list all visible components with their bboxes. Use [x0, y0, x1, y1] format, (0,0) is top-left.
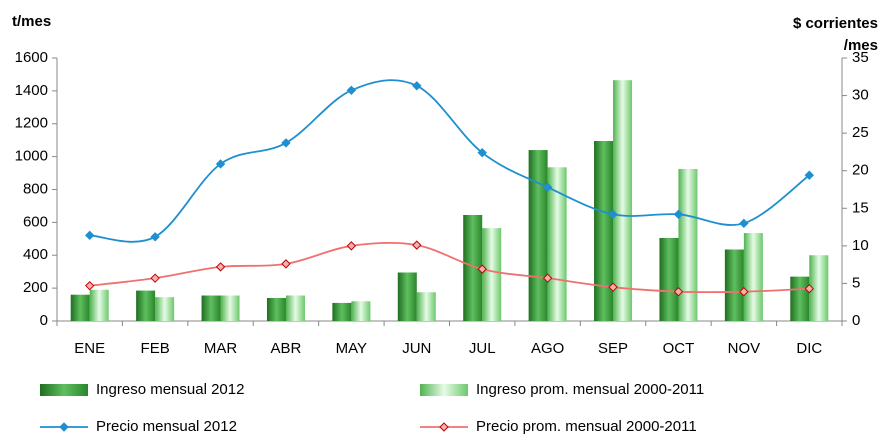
point: [412, 81, 422, 91]
y2-tick-label: 10: [852, 237, 869, 254]
x-tick-label: DIC: [796, 340, 822, 357]
point: [346, 85, 357, 96]
y2-tick-label: 0: [852, 312, 860, 329]
y-tick-label: 0: [40, 312, 48, 329]
y-axis-title: t/mes: [12, 13, 51, 30]
y-tick-label: 200: [23, 279, 48, 296]
point: [215, 159, 226, 169]
bar: [89, 289, 109, 321]
y-tick-label: 400: [23, 246, 48, 263]
y-tick-label: 1400: [15, 82, 48, 99]
bar: [528, 150, 548, 321]
y2-tick-label: 15: [852, 199, 869, 216]
point: [150, 232, 160, 242]
line: [89, 241, 810, 294]
y2-axis-title: /mes: [844, 37, 878, 54]
bar: [416, 292, 436, 321]
x-tick-label: ENE: [74, 340, 105, 357]
bar: [351, 301, 371, 321]
y-tick-label: 800: [23, 180, 48, 197]
x-tick-label: JUN: [402, 340, 431, 357]
point: [739, 218, 749, 229]
point: [608, 209, 618, 220]
bar: [332, 302, 352, 321]
x-tick-label: NOV: [728, 340, 761, 357]
point: [150, 273, 160, 283]
bar: [285, 295, 305, 321]
bar: [136, 290, 156, 321]
legend-swatch: [439, 422, 449, 432]
point: [608, 282, 618, 292]
x-tick-label: FEB: [141, 340, 170, 357]
point: [477, 264, 487, 274]
line: [89, 79, 810, 243]
point: [673, 209, 684, 220]
point: [477, 147, 487, 158]
bar: [678, 168, 698, 321]
y2-axis-title: $ corrientes: [793, 15, 878, 32]
legend-swatch: [40, 384, 88, 396]
x-tick-label: ABR: [271, 340, 302, 357]
y-tick-label: 1600: [15, 49, 48, 66]
point: [85, 280, 95, 291]
bar: [743, 233, 763, 321]
bar: [659, 237, 679, 321]
bar: [463, 214, 483, 321]
bar: [397, 272, 417, 321]
y2-tick-label: 20: [852, 162, 869, 179]
legend-label: Ingreso mensual 2012: [96, 381, 244, 398]
point: [804, 283, 814, 294]
x-tick-label: SEP: [598, 340, 628, 357]
x-tick-label: MAY: [336, 340, 367, 357]
point: [85, 230, 95, 241]
point: [215, 262, 226, 272]
bar: [201, 295, 221, 321]
legend-swatch: [420, 384, 468, 396]
bar: [594, 141, 614, 321]
bar: [547, 167, 567, 321]
y-tick-label: 1000: [15, 148, 48, 165]
x-tick-label: AGO: [531, 340, 564, 357]
bar: [266, 297, 286, 321]
legend-label: Precio mensual 2012: [96, 418, 237, 435]
bar: [155, 297, 175, 321]
point: [673, 286, 684, 297]
y2-tick-label: 30: [852, 87, 869, 104]
y2-tick-label: 25: [852, 124, 869, 141]
point: [346, 241, 357, 251]
bar: [482, 228, 502, 321]
point: [281, 138, 291, 148]
y-tick-label: 600: [23, 213, 48, 230]
bar: [790, 276, 810, 321]
bar: [724, 249, 744, 321]
point: [542, 182, 553, 192]
legend-label: Ingreso prom. mensual 2000-2011: [476, 381, 704, 398]
y2-tick-label: 35: [852, 49, 869, 66]
bar: [70, 294, 90, 321]
point: [281, 259, 291, 269]
bar: [613, 80, 633, 321]
legend-label: Precio prom. mensual 2000-2011: [476, 418, 697, 435]
bar: [809, 255, 829, 321]
point: [739, 286, 749, 297]
x-tick-label: MAR: [204, 340, 238, 357]
point: [804, 170, 814, 180]
bar: [220, 295, 240, 321]
x-tick-label: OCT: [663, 340, 695, 357]
x-tick-label: JUL: [469, 340, 496, 357]
point: [412, 240, 422, 250]
point: [542, 273, 553, 283]
y2-tick-label: 5: [852, 274, 860, 291]
y-tick-label: 1200: [15, 115, 48, 132]
legend-swatch: [59, 422, 69, 432]
